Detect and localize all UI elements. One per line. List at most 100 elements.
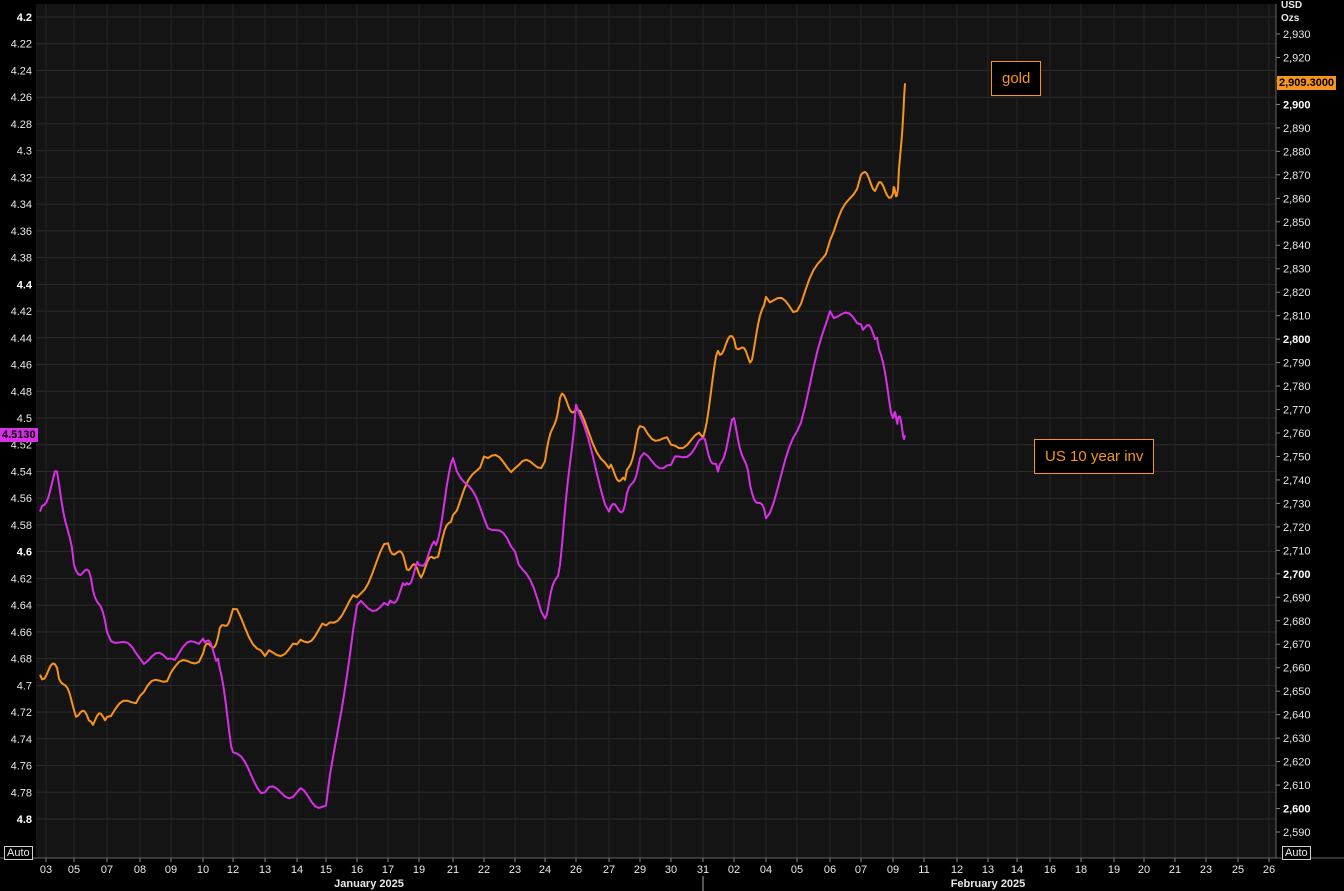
right-tick-label: 2,640 — [1283, 710, 1311, 722]
left-tick-label: 4.58 — [11, 520, 32, 532]
left-tick-label: 4.72 — [11, 707, 32, 719]
left-tick-label: 4.42 — [11, 306, 32, 318]
left-tick-label: 4.36 — [11, 226, 32, 238]
right-axis-unit-ozs: Ozs — [1281, 13, 1300, 24]
right-tick-label: 2,860 — [1283, 193, 1311, 205]
right-tick-label: 2,780 — [1283, 381, 1311, 393]
right-tick-label: 2,600 — [1283, 804, 1311, 816]
x-tick-label: 23 — [1200, 864, 1212, 876]
series — [39, 83, 906, 809]
right-tick-label: 2,720 — [1283, 522, 1311, 534]
left-tick-label: 4.48 — [11, 386, 32, 398]
x-tick-label: 26 — [570, 864, 582, 876]
x-tick-label: 19 — [1108, 864, 1120, 876]
right-tick-label: 2,880 — [1283, 146, 1311, 158]
left-tick-label: 4.44 — [11, 333, 32, 345]
left-tick-label: 4.38 — [11, 253, 32, 265]
left-axis-auto-button[interactable]: Auto — [4, 846, 33, 860]
right-tick-label: 2,920 — [1283, 52, 1311, 64]
x-tick-label: 31 — [697, 864, 709, 876]
x-tick-label: 05 — [791, 864, 803, 876]
left-tick-label: 4.7 — [17, 680, 32, 692]
left-tick-label: 4.32 — [11, 172, 32, 184]
right-tick-label: 2,750 — [1283, 451, 1311, 463]
right-tick-label: 2,610 — [1283, 780, 1311, 792]
right-tick-label: 2,850 — [1283, 217, 1311, 229]
left-tick-label: 4.4 — [17, 279, 33, 291]
left-tick-label: 4.26 — [11, 92, 32, 104]
right-axis: 2,9302,9202,9102,9002,8902,8802,8702,860… — [1275, 4, 1311, 858]
left-tick-label: 4.8 — [17, 814, 32, 826]
right-tick-label: 2,810 — [1283, 311, 1311, 323]
x-tick-label: 19 — [413, 864, 425, 876]
x-tick-label: 07 — [101, 864, 113, 876]
left-tick-label: 4.6 — [17, 547, 32, 559]
x-tick-label: 09 — [165, 864, 177, 876]
gold-annotation: gold — [991, 61, 1042, 96]
right-tick-label: 2,770 — [1283, 405, 1311, 417]
x-tick-label: 18 — [1075, 864, 1087, 876]
x-tick-label: 24 — [539, 864, 551, 876]
right-tick-label: 2,650 — [1283, 686, 1311, 698]
x-tick-label: 05 — [68, 864, 80, 876]
gold-last-value-tag: 2,909.3000 — [1277, 76, 1337, 90]
x-tick-label: 11 — [918, 864, 929, 876]
us10y-annotation: US 10 year inv — [1034, 439, 1155, 474]
x-tick-label: 22 — [478, 864, 490, 876]
x-tick-label: 08 — [134, 864, 146, 876]
x-tick-label: 13 — [982, 864, 994, 876]
x-tick-label: 20 — [1138, 864, 1150, 876]
x-tick-label: 07 — [855, 864, 867, 876]
left-tick-label: 4.66 — [11, 627, 32, 639]
x-tick-label: 10 — [197, 864, 209, 876]
right-tick-label: 2,690 — [1283, 592, 1311, 604]
x-tick-label: 15 — [320, 864, 332, 876]
x-tick-label: 02 — [728, 864, 740, 876]
right-tick-label: 2,710 — [1283, 545, 1311, 557]
x-tick-label: 27 — [603, 864, 615, 876]
x-tick-label: 23 — [509, 864, 521, 876]
right-tick-label: 2,680 — [1283, 616, 1311, 628]
left-tick-label: 4.54 — [11, 466, 32, 478]
left-tick-label: 4.22 — [11, 39, 32, 51]
right-tick-label: 2,800 — [1283, 334, 1311, 346]
x-tick-label: 25 — [1232, 864, 1244, 876]
x-tick-label: 12 — [227, 864, 239, 876]
left-tick-label: 4.24 — [11, 65, 32, 77]
right-axis-auto-button[interactable]: Auto — [1282, 846, 1311, 860]
left-tick-label: 4.76 — [11, 761, 32, 773]
right-tick-label: 2,590 — [1283, 827, 1311, 839]
us10y-series-line — [39, 310, 906, 809]
left-tick-label: 4.34 — [11, 199, 32, 211]
right-tick-label: 2,620 — [1283, 757, 1311, 769]
x-tick-label: 12 — [951, 864, 963, 876]
left-tick-label: 4.56 — [11, 493, 32, 505]
right-tick-label: 2,630 — [1283, 733, 1311, 745]
left-tick-label: 4.2 — [17, 12, 32, 24]
right-tick-label: 2,840 — [1283, 240, 1311, 252]
x-tick-label: 16 — [351, 864, 363, 876]
x-tick-label: 21 — [1169, 864, 1181, 876]
right-tick-label: 2,670 — [1283, 639, 1311, 651]
x-tick-label: 03 — [40, 864, 52, 876]
left-tick-label: 4.5 — [17, 413, 32, 425]
left-axis: 4.2 4.22 4.24 4.26 4.28 4.3 4.32 4.34 4.36 4.38 4.… — [11, 12, 33, 826]
plot-area — [36, 4, 1276, 858]
left-tick-label: 4.74 — [11, 734, 32, 746]
left-tick-label: 4.68 — [11, 654, 32, 666]
left-tick-label: 4.64 — [11, 600, 32, 612]
right-tick-label: 2,740 — [1283, 475, 1311, 487]
x-tick-label: 17 — [382, 864, 394, 876]
right-tick-label: 2,900 — [1283, 99, 1311, 111]
right-tick-label: 2,760 — [1283, 428, 1311, 440]
x-tick-label: 04 — [760, 864, 772, 876]
right-tick-label: 2,830 — [1283, 264, 1311, 276]
x-tick-label: 14 — [1011, 864, 1023, 876]
x-tick-label: 26 — [1263, 864, 1275, 876]
right-tick-label: 2,870 — [1283, 170, 1311, 182]
x-month-label: February 2025 — [951, 878, 1026, 890]
x-tick-label: 06 — [824, 864, 836, 876]
right-tick-label: 2,730 — [1283, 498, 1311, 510]
x-axis: 03 05 07 08 09 10 12 13 14 15 16 17 19 21 22 23 24 26 27 29… — [0, 857, 1344, 891]
left-tick-label: 4.28 — [11, 119, 32, 131]
